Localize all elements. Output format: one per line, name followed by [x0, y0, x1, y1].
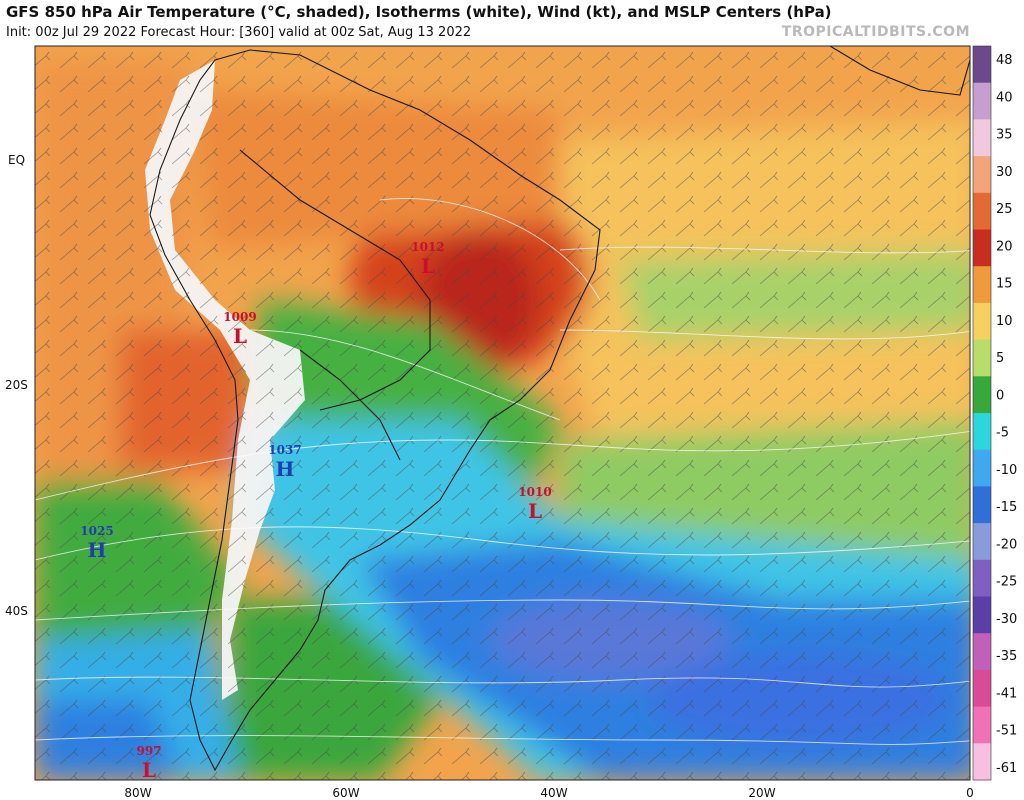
colorbar-label: -61: [996, 761, 1017, 776]
y-tick-label: EQ: [8, 153, 25, 167]
colorbar-swatch: [973, 266, 991, 304]
pressure-center-low: 1010 L: [518, 485, 551, 523]
colorbar-label: -41: [996, 686, 1017, 701]
wind-barbs: [35, 46, 970, 780]
x-axis: 80W 60W 40W 20W 0: [124, 786, 973, 800]
pressure-letter: L: [233, 324, 247, 348]
x-tick-label: 60W: [332, 786, 359, 800]
pressure-centers: 1012 L 1009 L 1037 H 1010 L 1025 H 997 L: [80, 240, 551, 782]
colorbar-swatch: [973, 633, 991, 671]
colorbar-swatch: [973, 376, 991, 414]
colorbar-label: 5: [996, 351, 1004, 366]
pressure-value: 1025: [80, 524, 113, 538]
y-axis: EQ 20S 40S: [5, 153, 28, 618]
x-tick-label: 80W: [124, 786, 151, 800]
pressure-letter: L: [528, 499, 542, 523]
pressure-letter: L: [142, 758, 156, 782]
colorbar-swatch: [973, 46, 991, 84]
colorbar-swatch: [973, 156, 991, 194]
colorbar-swatch: [973, 559, 991, 597]
pressure-center-low: 1012 L: [411, 240, 444, 278]
colorbar-swatch: [973, 523, 991, 561]
x-tick-label: 0: [966, 786, 974, 800]
pressure-letter: L: [421, 254, 435, 278]
colorbar-swatch: [973, 119, 991, 157]
colorbar-label: 15: [996, 277, 1013, 292]
site-credit: TROPICALTIDBITS.COM: [781, 24, 970, 40]
pressure-center-low: 1009 L: [223, 310, 256, 348]
pressure-center-high: 1037 H: [268, 443, 301, 481]
colorbar-label: -51: [996, 724, 1017, 739]
pressure-value: 1012: [411, 240, 444, 254]
colorbar-swatch: [973, 706, 991, 744]
colorbar-swatch: [973, 486, 991, 524]
colorbar-label: 25: [996, 202, 1013, 217]
colorbar-label: -20: [996, 537, 1017, 552]
colorbar-label: -10: [996, 463, 1017, 478]
coastlines: [149, 46, 970, 772]
x-tick-label: 40W: [540, 786, 567, 800]
colorbar-label: -25: [996, 575, 1017, 590]
temperature-field: [35, 46, 970, 780]
colorbar-swatch: [973, 596, 991, 634]
colorbar-swatch: [973, 413, 991, 451]
colorbar-swatch: [973, 229, 991, 267]
x-tick-label: 20W: [748, 786, 775, 800]
map-title: GFS 850 hPa Air Temperature (°C, shaded)…: [6, 3, 832, 21]
colorbar-label: 20: [996, 239, 1013, 254]
colorbar-swatch: [973, 743, 991, 781]
pressure-letter: H: [276, 457, 295, 481]
pressure-center-high: 1025 H: [80, 524, 113, 562]
pressure-value: 1010: [518, 485, 551, 499]
forecast-info: Init: 00z Jul 29 2022 Forecast Hour: [36…: [6, 25, 472, 40]
colorbar-label: 30: [996, 165, 1013, 180]
colorbar-label: -30: [996, 612, 1017, 627]
colorbar-label: 0: [996, 388, 1004, 403]
header: GFS 850 hPa Air Temperature (°C, shaded)…: [0, 0, 1024, 46]
colorbar-swatch: [973, 669, 991, 708]
map-frame: [34, 45, 971, 781]
colorbar-label: -15: [996, 500, 1017, 515]
pressure-letter: H: [88, 538, 107, 562]
colorbar-label: 40: [996, 90, 1013, 105]
colorbar-label: -5: [996, 426, 1009, 441]
pressure-value: 1009: [223, 310, 256, 324]
colorbar-label: 48: [996, 53, 1013, 68]
pressure-value: 997: [136, 744, 161, 758]
colorbar-swatch: [973, 339, 991, 377]
y-tick-label: 20S: [5, 378, 28, 392]
y-tick-label: 40S: [5, 604, 28, 618]
colorbar-swatch: [973, 449, 991, 487]
pressure-center-low: 997 L: [136, 744, 161, 782]
colorbar-swatch: [973, 302, 991, 341]
colorbar: 48 40 35 30 25 20 15 10 5 0 -5 -10 -15 -20 -25 -30 -35 -4…: [972, 45, 1017, 781]
colorbar-label: 35: [996, 128, 1013, 143]
colorbar-swatch: [973, 192, 991, 230]
pressure-value: 1037: [268, 443, 301, 457]
colorbar-label: 10: [996, 314, 1013, 329]
colorbar-frame: [972, 45, 992, 781]
colorbar-label: -35: [996, 649, 1017, 664]
colorbar-swatch: [973, 82, 991, 120]
isotherms: [35, 198, 970, 745]
